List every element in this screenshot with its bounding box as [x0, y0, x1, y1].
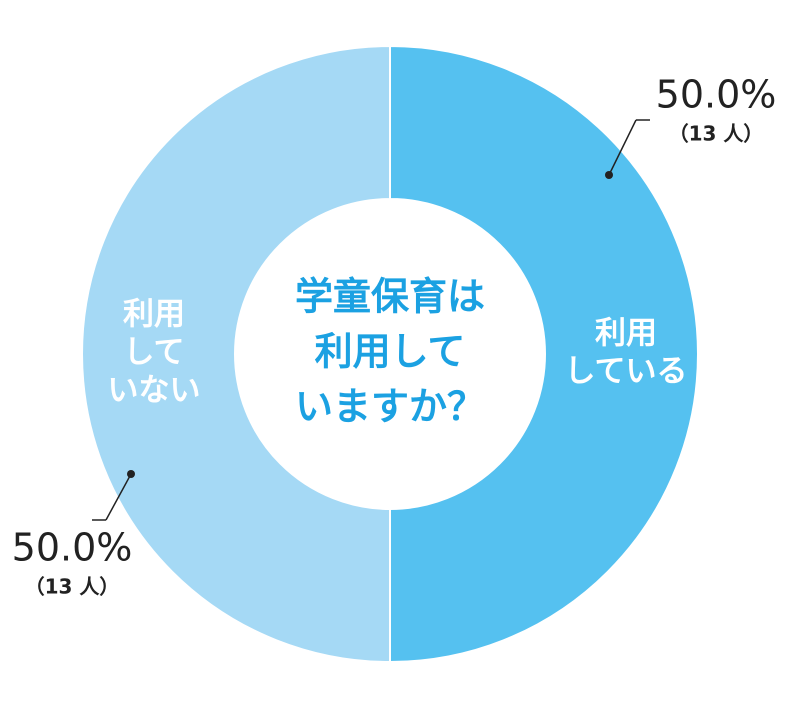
slice-label: いない	[108, 373, 201, 409]
value-label: 50.0%	[656, 73, 777, 117]
chart-title: 学童保育は	[295, 275, 485, 319]
count-label: （13 人）	[25, 575, 120, 599]
value-label: 50.0%	[12, 526, 133, 570]
leader-dot	[605, 171, 613, 179]
chart-title: いますか？	[295, 385, 485, 429]
slice-label: 利用	[595, 316, 657, 352]
leader-line	[105, 473, 132, 521]
slice-label: 利用	[123, 297, 185, 333]
slice-label: している	[564, 354, 687, 390]
count-label: （13 人）	[669, 122, 764, 146]
donut-slice	[389, 44, 699, 664]
leader-dot	[127, 470, 135, 478]
leader-line	[608, 119, 637, 176]
slice-label: して	[123, 335, 184, 371]
donut-slice	[81, 44, 391, 664]
chart-title: 利用して	[315, 330, 466, 374]
